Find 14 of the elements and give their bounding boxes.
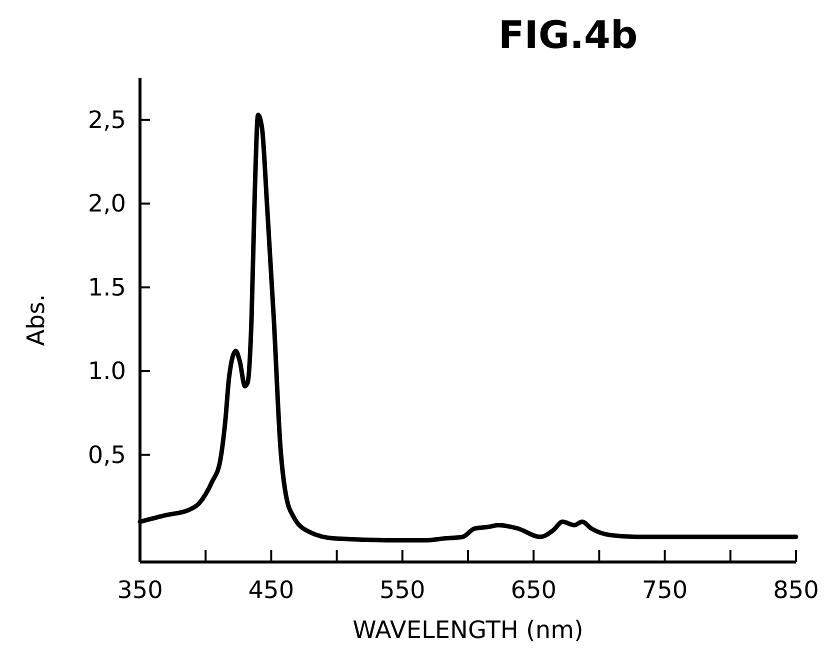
y-tick-label: 0,5 <box>88 440 126 469</box>
x-tick-label: 650 <box>510 576 557 604</box>
chart-title: FIG.4b <box>498 13 638 57</box>
x-tick-label: 350 <box>117 576 163 604</box>
y-tick-label: 1.0 <box>88 357 126 386</box>
y-tick-label: 1.5 <box>88 273 126 302</box>
y-tick-label: 2,5 <box>88 106 126 134</box>
x-tick-label: 850 <box>773 576 819 604</box>
x-tick-label: 750 <box>642 576 688 604</box>
x-axis-title: WAVELENGTH (nm) <box>352 616 584 644</box>
y-tick-label: 2,0 <box>88 190 126 218</box>
x-tick-label: 450 <box>248 576 294 604</box>
x-tick-label: 550 <box>379 576 426 604</box>
y-axis-title: Abs. <box>22 294 50 346</box>
